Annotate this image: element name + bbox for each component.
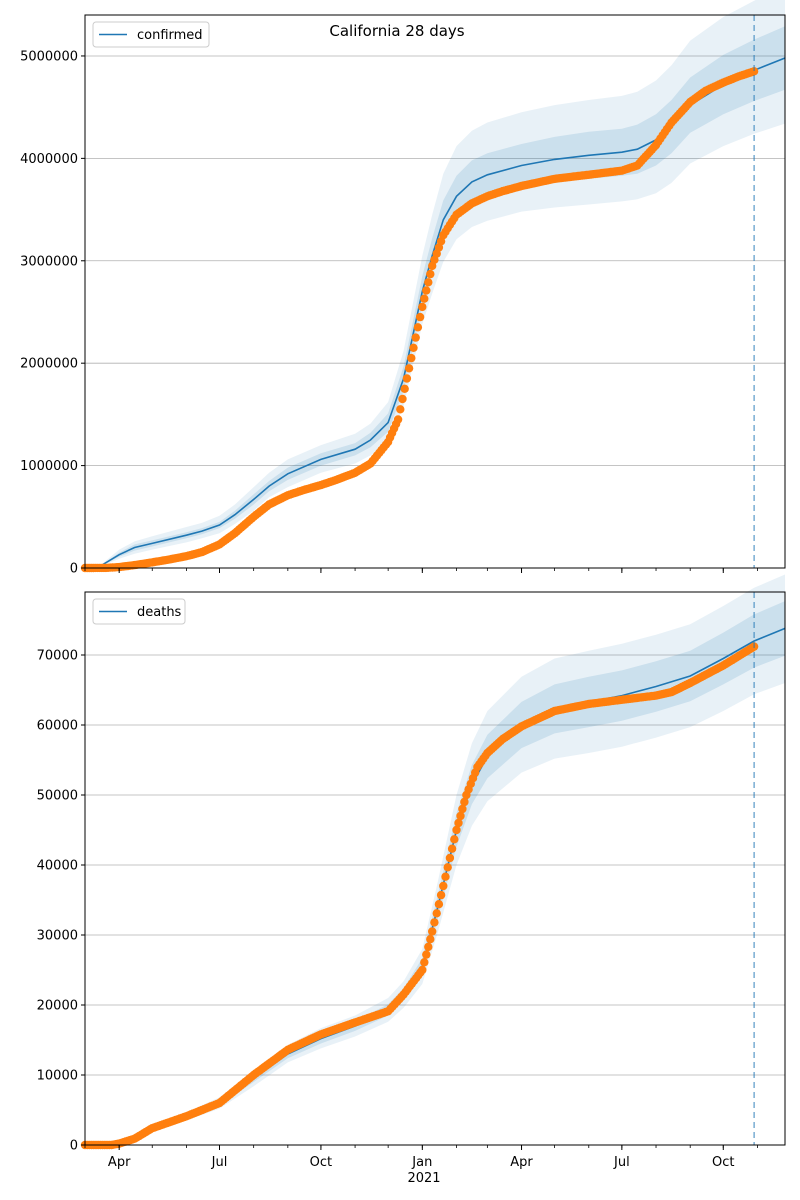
y-tick-label: 20000	[37, 999, 78, 1014]
outer-uncertainty-band	[85, 574, 785, 1145]
observed-point	[460, 797, 469, 807]
observed-point	[426, 935, 435, 944]
confirmed-panel: 0 1000000 2000000 3000000 4000000 5000000 conf…	[20, 0, 786, 577]
observed-point	[418, 302, 427, 312]
x-tick-label: Jul	[211, 1155, 228, 1170]
x-tick-label: Oct	[712, 1155, 734, 1170]
observed-point	[456, 811, 465, 821]
y-tick-label: 0	[70, 1139, 78, 1154]
observed-point	[418, 965, 427, 975]
observed-point	[447, 844, 457, 853]
observed-point	[424, 278, 433, 287]
y-tick-label: 1000000	[20, 459, 78, 474]
observed-point	[415, 312, 425, 322]
observed-point	[422, 286, 431, 295]
legend-box	[92, 21, 210, 48]
observed-point	[452, 825, 461, 835]
observed-point	[398, 394, 407, 404]
confirmed-observed-series	[80, 67, 759, 573]
observed-point	[441, 872, 450, 881]
y-tick-label: 2000000	[20, 357, 78, 372]
y-tick-label: 40000	[37, 859, 78, 874]
observed-point	[432, 909, 441, 918]
observed-point	[411, 333, 420, 342]
x-tick-label: Jan	[411, 1155, 432, 1170]
observed-point	[400, 384, 409, 393]
observed-point	[439, 881, 448, 891]
x-tick-label: Apr	[510, 1155, 533, 1170]
observed-point	[402, 374, 412, 383]
confirmed-legend: confirmed	[92, 21, 210, 48]
y-tick-label: 50000	[37, 789, 78, 804]
y-tick-label: 0	[70, 562, 78, 577]
observed-point	[458, 804, 467, 814]
observed-point	[420, 294, 429, 303]
observed-point	[426, 269, 435, 279]
x-tick-label: Jul	[613, 1155, 630, 1170]
observed-point	[443, 863, 452, 872]
inner-uncertainty-band	[85, 601, 785, 1145]
y-tick-label: 10000	[37, 1069, 78, 1084]
y-tick-label: 5000000	[20, 49, 78, 64]
observed-point	[393, 415, 403, 424]
observed-point	[434, 900, 444, 909]
x-tick-label: Apr	[108, 1155, 131, 1170]
axes-frame	[84, 14, 786, 569]
observed-point	[409, 343, 418, 352]
legend-label: confirmed	[137, 28, 203, 43]
inner-uncertainty-band	[85, 26, 785, 569]
deaths-panel: 0 10000 20000 30000 40000 50000 60000 70000 Apr J…	[37, 574, 786, 1170]
deaths-legend: deaths	[92, 598, 186, 625]
observed-point	[424, 942, 433, 952]
x-year-label: 2021	[407, 1171, 440, 1186]
observed-point	[413, 323, 423, 332]
observed-point	[420, 958, 429, 967]
observed-point	[428, 927, 437, 936]
observed-point	[445, 853, 455, 863]
legend-label: deaths	[137, 605, 182, 620]
observed-point	[749, 67, 759, 76]
y-tick-label: 60000	[37, 719, 78, 734]
y-tick-label: 4000000	[20, 152, 78, 167]
outer-uncertainty-band	[85, 0, 785, 568]
observed-point	[422, 950, 431, 959]
axes-frame	[84, 591, 786, 1146]
observed-point	[396, 405, 405, 414]
y-tick-label: 30000	[37, 929, 78, 944]
deaths-observed-series	[80, 642, 759, 1150]
x-tick-label: Oct	[310, 1155, 332, 1170]
legend-box	[92, 598, 186, 625]
observed-point	[430, 918, 439, 927]
observed-point	[436, 890, 446, 900]
y-tick-label: 3000000	[20, 254, 78, 269]
observed-point	[454, 818, 463, 828]
figure-title: California 28 days	[329, 22, 464, 40]
observed-point	[404, 364, 414, 373]
y-tick-label: 70000	[37, 649, 78, 664]
observed-point	[407, 353, 416, 363]
observed-point	[450, 835, 459, 844]
